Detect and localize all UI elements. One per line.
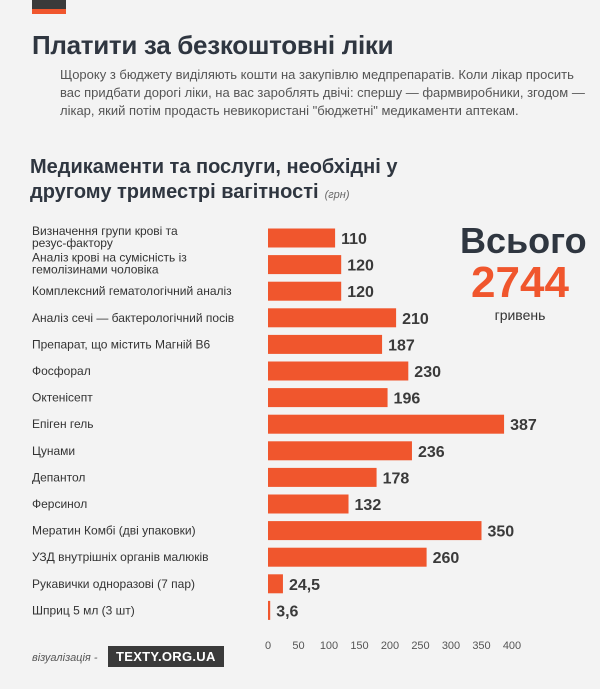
category-label: Мератин Комбі (дві упаковки) <box>32 524 196 538</box>
category-label: Рукавички одноразові (7 пар) <box>32 577 195 591</box>
bar <box>268 281 342 301</box>
bar <box>268 255 342 275</box>
footer-label: візуалізація - <box>32 652 98 664</box>
chart-unit-label: (грн) <box>324 189 350 201</box>
bar-chart: Визначення групи крові та резус-фактору 11… <box>32 224 537 652</box>
total-box: Всього 2744 гривень <box>460 220 587 324</box>
bar <box>268 600 271 620</box>
x-tick-label: 300 <box>442 640 460 652</box>
category-label: Епіген гель <box>32 417 94 431</box>
category-label: Фосфорал <box>32 364 91 378</box>
page-title: Платити за безкоштовні ліки <box>32 30 394 60</box>
bar <box>268 441 412 461</box>
value-label: 187 <box>388 337 415 354</box>
value-label: 120 <box>347 284 374 301</box>
brand-flag <box>32 0 66 14</box>
value-label: 260 <box>433 550 460 567</box>
bar <box>268 574 283 594</box>
x-tick-label: 150 <box>350 640 368 652</box>
bar <box>268 547 427 567</box>
total-value: 2744 <box>471 258 569 307</box>
x-tick-label: 100 <box>320 640 338 652</box>
category-label: Аналіз крові на сумісність із гемолізинам… <box>32 251 187 277</box>
x-tick-label: 0 <box>265 640 271 652</box>
value-label: 110 <box>341 231 367 248</box>
bar <box>268 308 397 328</box>
category-label: Депантол <box>32 470 85 484</box>
value-label: 350 <box>488 524 515 541</box>
value-label: 120 <box>347 258 374 275</box>
x-tick-label: 250 <box>411 640 429 652</box>
chart-title-text: Медикаменти та послуги, необхідні у друг… <box>30 156 398 203</box>
value-label: 178 <box>383 470 410 487</box>
value-label: 236 <box>418 444 445 461</box>
value-label: 3,6 <box>276 603 298 620</box>
value-label: 230 <box>414 364 441 381</box>
bar <box>268 467 377 487</box>
category-label: Цунами <box>32 444 75 458</box>
value-label: 210 <box>402 311 429 328</box>
value-label: 387 <box>510 417 537 434</box>
bar <box>268 228 336 248</box>
category-label: Препарат, що містить Магній В6 <box>32 337 211 351</box>
category-label: Аналіз сечі — бактерологічний посів <box>32 311 234 325</box>
bar <box>268 414 505 434</box>
total-label: Всього <box>460 220 587 261</box>
category-label: Комплексний гематологічний аналіз <box>32 284 232 298</box>
x-tick-label: 200 <box>381 640 399 652</box>
category-label: Октенісепт <box>32 391 93 405</box>
bar <box>268 494 349 514</box>
category-label: Ферсинол <box>32 497 87 511</box>
category-label: УЗД внутрішніх органів малюків <box>32 550 209 564</box>
intro-text: Щороку з бюджету виділяють кошти на заку… <box>60 67 585 118</box>
chart-title: Медикаменти та послуги, необхідні у друг… <box>30 155 410 208</box>
x-tick-label: 400 <box>503 640 521 652</box>
bar <box>268 388 388 408</box>
x-tick-label: 350 <box>472 640 490 652</box>
value-label: 196 <box>394 391 421 408</box>
value-label: 132 <box>355 497 382 514</box>
footer-logo: TEXTY.ORG.UA <box>108 646 224 667</box>
total-unit: гривень <box>494 307 546 323</box>
x-tick-label: 50 <box>292 640 304 652</box>
category-label: Визначення групи крові та резус-фактору <box>32 224 178 250</box>
bar <box>268 334 383 354</box>
category-label: Шприц 5 мл (3 шт) <box>32 603 135 617</box>
bar <box>268 521 482 541</box>
value-label: 24,5 <box>289 577 320 594</box>
bar <box>268 361 409 381</box>
